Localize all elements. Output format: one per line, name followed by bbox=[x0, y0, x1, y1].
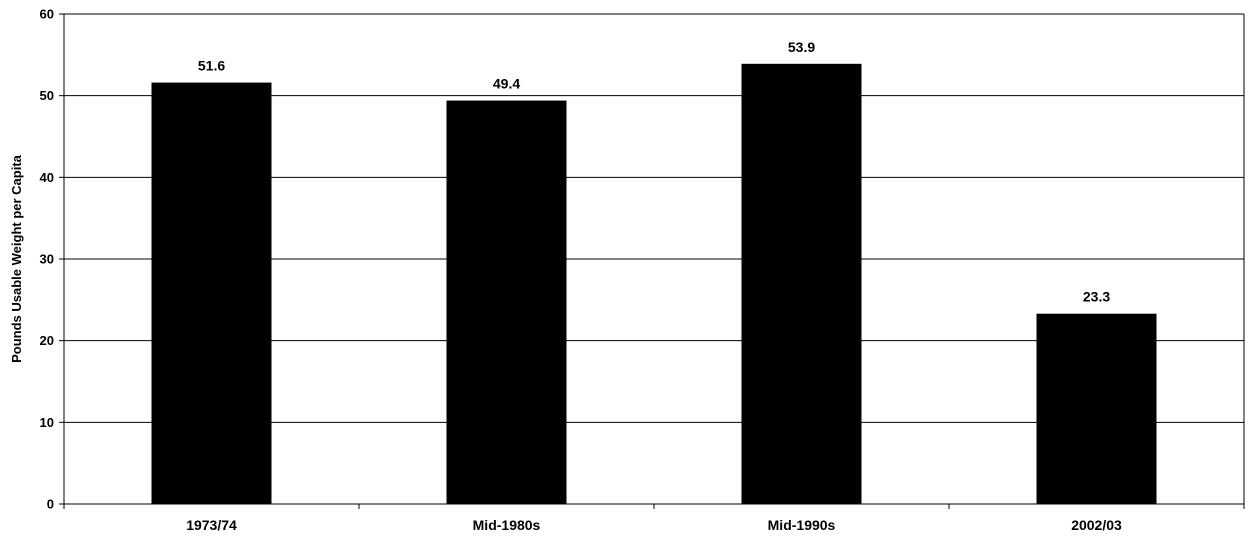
bar bbox=[151, 82, 272, 504]
y-tick-label: 40 bbox=[40, 170, 54, 185]
axes bbox=[59, 13, 1245, 509]
y-axis-label: Pounds Usable Weight per Capita bbox=[9, 154, 24, 363]
x-tick-label: 1973/74 bbox=[186, 517, 237, 533]
data-label: 49.4 bbox=[493, 76, 520, 92]
bar bbox=[446, 100, 567, 505]
bar bbox=[741, 63, 862, 505]
x-tick-label: Mid-1990s bbox=[768, 517, 836, 533]
y-tick-label: 30 bbox=[40, 252, 54, 267]
y-tick-label: 10 bbox=[40, 415, 54, 430]
data-label: 51.6 bbox=[198, 58, 225, 74]
x-tick-label: 2002/03 bbox=[1071, 517, 1122, 533]
y-tick-label: 20 bbox=[40, 333, 54, 348]
x-tick-label: Mid-1980s bbox=[473, 517, 541, 533]
y-tick-label: 50 bbox=[40, 88, 54, 103]
y-tick-label: 0 bbox=[47, 497, 54, 512]
x-tick-labels: 1973/74 Mid-1980s Mid-1990s 2002/03 bbox=[186, 517, 1122, 533]
data-label: 23.3 bbox=[1083, 289, 1110, 305]
y-tick-label: 60 bbox=[40, 7, 54, 22]
data-labels: 51.6 49.4 53.9 23.3 bbox=[198, 39, 1110, 305]
y-tick-labels: 0 10 20 30 40 50 60 bbox=[40, 7, 54, 512]
data-label: 53.9 bbox=[788, 39, 815, 55]
bars bbox=[151, 63, 1157, 505]
bar bbox=[1036, 313, 1157, 504]
